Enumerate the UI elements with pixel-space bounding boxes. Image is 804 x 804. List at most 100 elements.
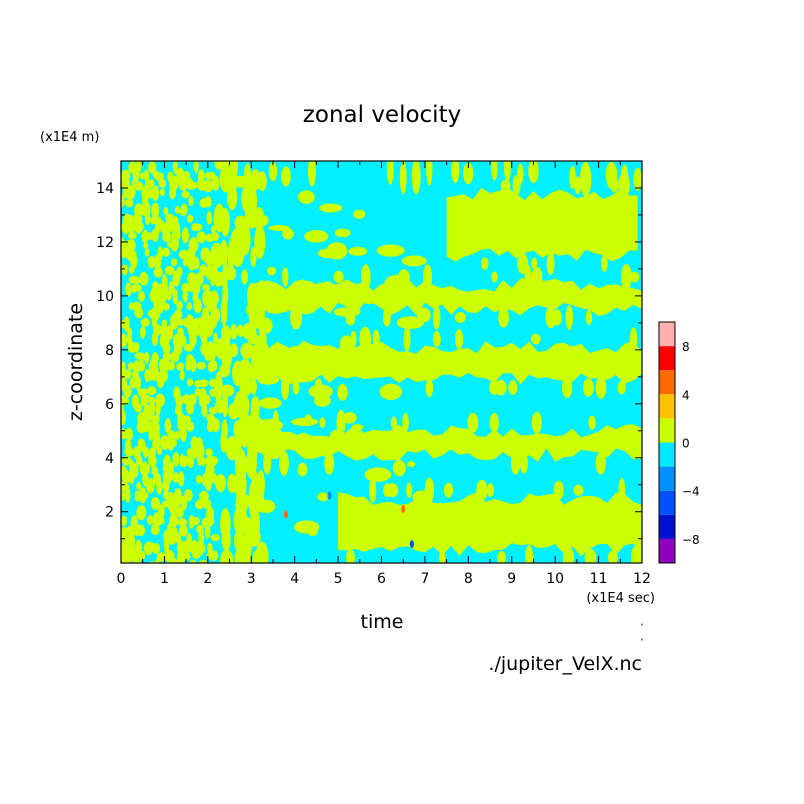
- velocity-patch: [175, 395, 184, 407]
- velocity-patch: [565, 305, 573, 330]
- velocity-patch: [215, 474, 226, 493]
- velocity-patch: [211, 231, 219, 242]
- colorbar-swatch: [659, 394, 675, 419]
- velocity-patch: [339, 335, 353, 354]
- velocity-patch: [121, 169, 131, 181]
- velocity-patch: [503, 161, 511, 182]
- velocity-patch: [221, 419, 228, 442]
- velocity-patch: [186, 378, 194, 387]
- velocity-patch: [201, 403, 208, 417]
- x-axis: 0 1 2 3 4 5 6 7 8 9 10 11 12: [117, 161, 651, 587]
- y-axis: 2 4 6 8 10 12 14: [96, 181, 642, 540]
- velocity-patch: [333, 270, 344, 284]
- velocity-patch: [176, 266, 183, 277]
- velocity-patch: [562, 547, 575, 563]
- velocity-patch: [346, 549, 355, 563]
- velocity-patch: [454, 312, 466, 323]
- velocity-patch: [177, 318, 184, 326]
- velocity-patch: [121, 515, 128, 527]
- velocity-patch: [630, 545, 642, 563]
- velocity-patch: [195, 437, 203, 452]
- velocity-patch: [141, 229, 149, 244]
- velocity-patch: [392, 459, 406, 477]
- velocity-patch: [546, 251, 555, 276]
- velocity-patch: [166, 523, 173, 540]
- velocity-patch: [196, 231, 206, 243]
- velocity-patch: [125, 282, 132, 297]
- velocity-patch: [179, 335, 187, 347]
- x-tick-label: 12: [633, 571, 651, 587]
- velocity-patch: [531, 257, 538, 270]
- velocity-patch: [180, 426, 187, 442]
- velocity-patch: [125, 438, 132, 452]
- velocity-patch: [242, 494, 250, 508]
- velocity-patch: [186, 533, 193, 545]
- velocity-patch: [233, 436, 242, 456]
- velocity-patch: [321, 281, 334, 296]
- velocity-patch: [402, 412, 409, 433]
- velocity-patch: [167, 430, 176, 441]
- velocity-patch: [476, 479, 488, 501]
- velocity-patch: [601, 255, 608, 272]
- velocity-patch: [222, 260, 229, 285]
- velocity-patch: [233, 530, 246, 552]
- velocity-patch: [199, 388, 207, 399]
- velocity-patch: [342, 412, 357, 424]
- velocity-patch: [528, 161, 539, 184]
- velocity-patch: [129, 377, 138, 389]
- velocity-patch: [463, 162, 474, 185]
- velocity-patch: [184, 488, 193, 502]
- velocity-patch: [353, 209, 366, 219]
- velocity-patch: [198, 456, 207, 466]
- velocity-patch: [219, 240, 228, 266]
- velocity-patch: [298, 190, 315, 204]
- colorbar: 8 4 0 −4 −8: [658, 321, 700, 564]
- x-tick-label: 9: [507, 571, 516, 587]
- velocity-patch: [229, 161, 239, 182]
- x-tick-label: 8: [464, 571, 473, 587]
- velocity-patch: [160, 435, 170, 450]
- velocity-patch: [161, 500, 170, 508]
- x-tick-label: 2: [203, 571, 212, 587]
- velocity-patch: [364, 467, 392, 482]
- velocity-patch: [146, 477, 155, 494]
- colorbar-tick-label: 0: [682, 437, 690, 451]
- velocity-patch: [220, 208, 230, 237]
- velocity-patch: [194, 223, 203, 231]
- velocity-patch: [141, 185, 150, 201]
- velocity-patch: [128, 214, 134, 227]
- velocity-patch: [134, 284, 142, 292]
- velocity-patch: [209, 171, 216, 181]
- velocity-patch: [151, 352, 159, 365]
- velocity-patch: [152, 543, 161, 554]
- velocity-patch: [174, 309, 183, 320]
- velocity-patch: [186, 421, 195, 432]
- x-tick-label: 5: [334, 571, 343, 587]
- velocity-patch: [144, 463, 150, 475]
- velocity-patch: [618, 478, 626, 503]
- velocity-patch: [138, 352, 146, 362]
- velocity-patch: [170, 258, 178, 267]
- velocity-patch: [205, 448, 213, 457]
- velocity-patch: [497, 551, 506, 563]
- velocity-patch: [131, 394, 140, 409]
- velocity-patch: [153, 266, 163, 278]
- velocity-patch: [181, 551, 191, 561]
- colorbar-frame: [658, 321, 676, 564]
- velocity-patch: [249, 378, 257, 395]
- velocity-patch: [214, 161, 225, 170]
- x-tick-label: 6: [377, 571, 386, 587]
- velocity-patch: [147, 386, 157, 396]
- velocity-patch: [177, 412, 186, 426]
- velocity-patch: [585, 310, 593, 325]
- velocity-patch: [255, 541, 269, 563]
- velocity-patch: [156, 479, 163, 495]
- velocity-patch: [241, 269, 249, 285]
- y-scale-note: (x1E4 m): [40, 130, 99, 145]
- velocity-patch: [279, 450, 289, 476]
- x-tick-label: 11: [590, 571, 608, 587]
- velocity-patch: [621, 164, 629, 189]
- y-tick-label: 14: [96, 181, 114, 197]
- velocity-patch: [327, 491, 332, 500]
- x-axis-label: time: [361, 611, 404, 633]
